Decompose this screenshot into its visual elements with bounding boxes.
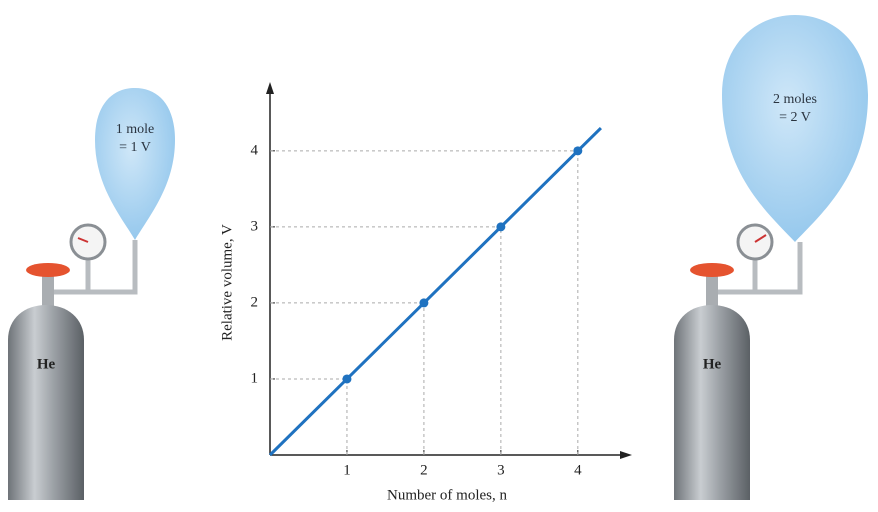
data-point xyxy=(573,146,583,156)
balloon-label: 2 moles xyxy=(773,92,817,107)
chart: 1 2 3 4 1 2 3 4 Number of moles, n Relative volum… xyxy=(219,82,632,503)
line-extension xyxy=(576,126,602,152)
data-line xyxy=(345,149,579,381)
data-point xyxy=(342,374,352,384)
balloon xyxy=(95,88,175,240)
line-extension xyxy=(268,377,349,457)
x-axis-arrow xyxy=(620,451,632,459)
gauge-needle xyxy=(754,234,767,243)
valve-stem xyxy=(42,272,54,310)
valve-stem xyxy=(706,272,718,310)
y-tick-label: 1 xyxy=(251,370,259,386)
valve-wheel xyxy=(26,263,70,277)
left-apparatus: He 1 mole = 1 V xyxy=(8,88,175,500)
valve-wheel xyxy=(690,263,734,277)
cylinder-label: He xyxy=(37,356,56,372)
balloon-label: 1 mole xyxy=(116,122,155,137)
x-tick-label: 3 xyxy=(497,462,505,478)
balloon-label: = 1 V xyxy=(119,140,151,155)
x-axis-label: Number of moles, n xyxy=(387,487,507,503)
y-tick-label: 3 xyxy=(251,218,259,234)
y-tick-label: 4 xyxy=(251,142,259,158)
y-tick-label: 2 xyxy=(251,294,259,310)
x-tick-label: 1 xyxy=(343,462,351,478)
data-point xyxy=(496,222,506,232)
gauge-needle xyxy=(77,237,89,243)
cylinder xyxy=(8,305,84,500)
balloon-label: = 2 V xyxy=(779,110,811,125)
y-axis-arrow xyxy=(266,82,274,94)
cylinder-label: He xyxy=(703,356,722,372)
balloon xyxy=(722,15,868,242)
data-point xyxy=(419,298,429,308)
cylinder xyxy=(674,305,750,500)
right-apparatus: He 2 moles = 2 V xyxy=(674,15,868,500)
x-tick-label: 2 xyxy=(420,462,428,478)
y-axis-label: Relative volume, V xyxy=(219,224,235,341)
x-tick-label: 4 xyxy=(574,462,582,478)
